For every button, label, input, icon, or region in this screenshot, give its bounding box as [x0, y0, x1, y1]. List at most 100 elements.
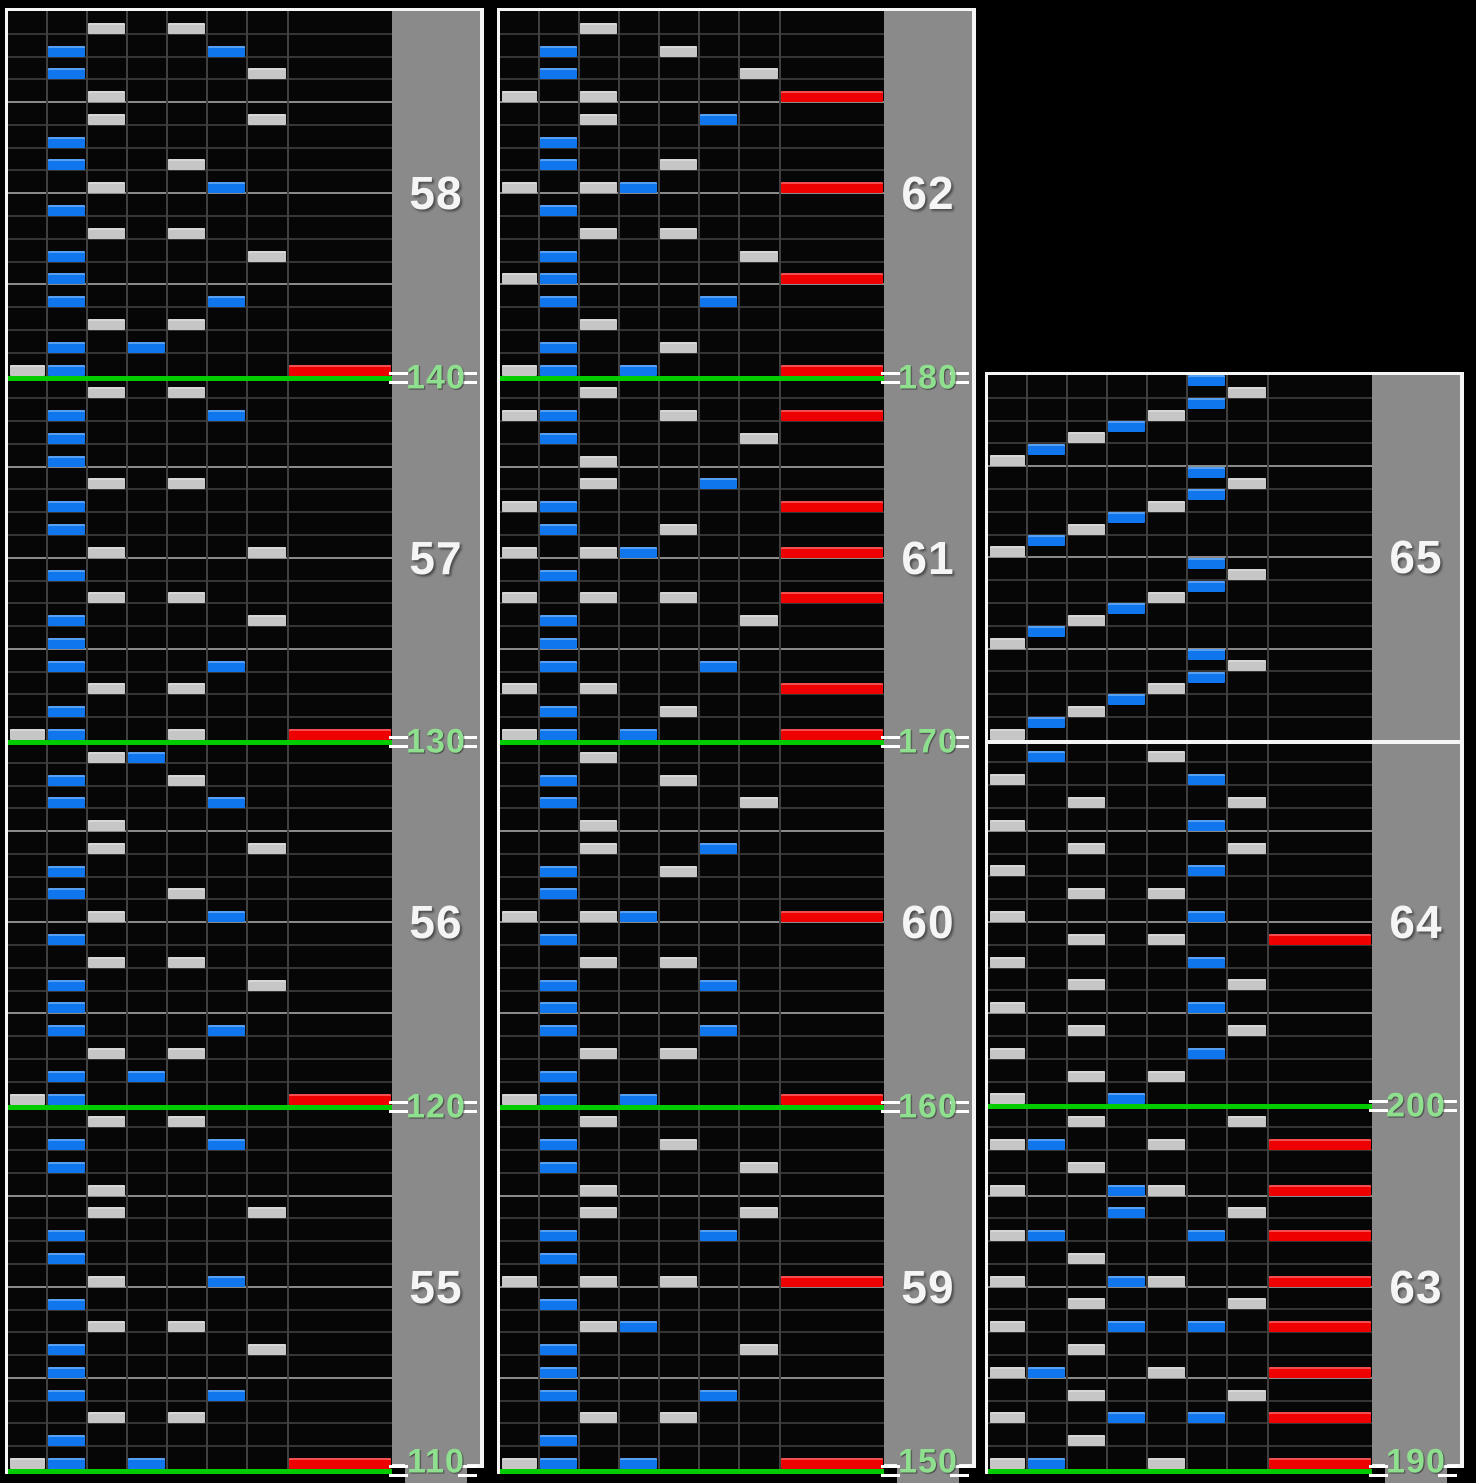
beat-gridline — [500, 55, 884, 58]
beat-gridline — [8, 852, 392, 855]
white-key-note — [168, 1412, 205, 1424]
beat-gridline — [988, 1445, 1372, 1448]
beat-gridline — [500, 1331, 884, 1334]
beat-gridline — [988, 989, 1372, 992]
scratch-note — [781, 182, 883, 194]
white-key-note — [660, 1275, 697, 1287]
blue-key-note — [540, 1252, 577, 1264]
white-key-note — [1068, 1116, 1105, 1128]
quarter-beat-gridline — [988, 1376, 1372, 1379]
white-key-note — [580, 91, 617, 103]
beat-gridline — [500, 693, 884, 696]
beat-gridline — [8, 533, 392, 536]
beat-gridline — [988, 807, 1372, 810]
blue-key-note — [1188, 648, 1225, 660]
white-key-note — [989, 1458, 1025, 1469]
beat-gridline — [8, 1126, 392, 1129]
white-key-note — [580, 1116, 617, 1128]
beat-gridline — [988, 1171, 1372, 1174]
measure-tick-mark — [950, 1100, 969, 1104]
measure-number: 55 — [409, 1260, 463, 1313]
white-key-note — [580, 1412, 617, 1424]
quarter-beat-gridline — [8, 283, 392, 286]
blue-key-note — [540, 865, 577, 877]
blue-key-note — [540, 706, 577, 718]
beat-gridline — [988, 1354, 1372, 1357]
white-key-note — [501, 592, 537, 604]
blue-key-note — [208, 45, 245, 57]
blue-key-note — [1028, 1366, 1065, 1378]
scratch-note — [1269, 1138, 1371, 1150]
panel-left-border — [5, 8, 8, 1474]
quarter-beat-gridline — [500, 1285, 884, 1288]
beat-gridline — [988, 715, 1372, 718]
white-key-note — [580, 842, 617, 854]
quarter-beat-gridline — [8, 1194, 392, 1197]
white-key-note — [88, 227, 125, 239]
blue-key-note — [1108, 603, 1145, 615]
beat-gridline — [8, 123, 392, 126]
blue-key-note — [540, 797, 577, 809]
beat-gridline — [8, 579, 392, 582]
white-key-note — [660, 159, 697, 171]
measure-tick-mark — [458, 371, 477, 375]
blue-key-note — [1108, 1093, 1145, 1105]
beat-gridline — [8, 966, 392, 969]
white-key-note — [580, 592, 617, 604]
beat-gridline — [8, 351, 392, 354]
white-key-note — [580, 387, 617, 399]
beat-gridline — [500, 1080, 884, 1083]
blue-key-note — [700, 1025, 737, 1037]
white-key-note — [88, 182, 125, 194]
white-key-note — [989, 819, 1025, 831]
white-key-note — [740, 797, 778, 809]
blue-key-note — [1028, 1458, 1065, 1469]
blue-key-note — [700, 113, 737, 125]
quarter-beat-gridline — [8, 1285, 392, 1288]
measure-tick-mark — [389, 1100, 408, 1104]
blue-key-note — [540, 1025, 577, 1037]
blue-key-note — [1188, 1002, 1225, 1014]
quarter-beat-gridline — [500, 830, 884, 833]
beat-gridline — [500, 420, 884, 423]
beat-gridline — [8, 511, 392, 514]
scratch-note — [781, 546, 883, 558]
white-key-note — [88, 1275, 125, 1287]
white-key-note — [989, 637, 1025, 649]
beat-gridline — [500, 807, 884, 810]
white-key-note — [1228, 1116, 1266, 1128]
blue-key-note — [540, 729, 577, 740]
beat-gridline — [8, 989, 392, 992]
beat-gridline — [500, 579, 884, 582]
blue-key-note — [1188, 557, 1225, 569]
blue-key-note — [1188, 580, 1225, 592]
beat-gridline — [8, 78, 392, 81]
white-key-note — [1228, 979, 1266, 991]
blue-key-note — [540, 1070, 577, 1082]
white-key-note — [740, 1344, 778, 1356]
beat-gridline — [988, 670, 1372, 673]
white-key-note — [580, 1184, 617, 1196]
blue-key-note — [540, 774, 577, 786]
blue-key-note — [208, 296, 245, 308]
white-key-note — [580, 683, 617, 695]
blue-key-note — [208, 660, 245, 672]
blue-key-note — [48, 1070, 85, 1082]
beat-count-label: 150 — [898, 1442, 958, 1481]
white-key-note — [660, 410, 697, 422]
beat-gridline — [500, 944, 884, 947]
quarter-beat-gridline — [8, 1012, 392, 1015]
panel-3: 65 64 63 200 190 — [985, 372, 1464, 1483]
white-key-note — [501, 911, 537, 923]
scratch-note — [289, 729, 391, 740]
measure-tick-mark — [458, 745, 477, 748]
blue-key-note — [128, 1458, 165, 1469]
beat-gridline — [8, 397, 392, 400]
beat-gridline — [8, 1149, 392, 1152]
white-key-note — [1148, 500, 1185, 512]
beat-gridline — [988, 579, 1372, 582]
scratch-note — [781, 91, 883, 103]
blue-key-note — [540, 1002, 577, 1014]
white-key-note — [740, 615, 778, 627]
blue-key-note — [208, 1139, 245, 1151]
